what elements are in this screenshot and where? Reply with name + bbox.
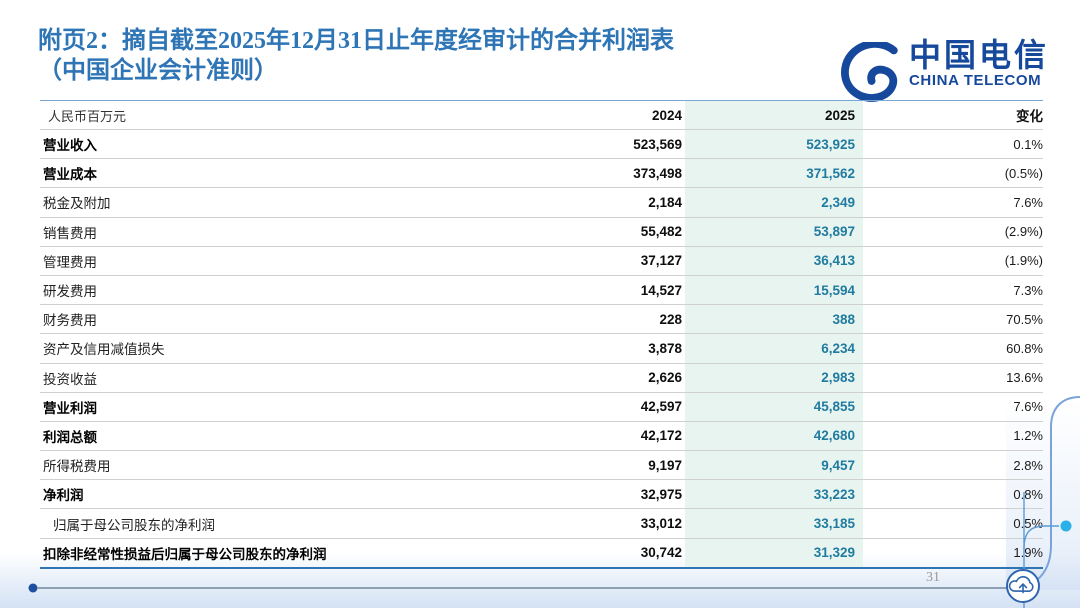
column-header-change: 变化 <box>1016 109 1043 124</box>
value-change: 0.8% <box>1013 486 1043 502</box>
value-change: 1.2% <box>1013 428 1043 444</box>
row-label: 营业成本 <box>43 167 97 183</box>
value-change: 0.1% <box>1013 136 1043 152</box>
value-change: 7.6% <box>1013 399 1043 415</box>
table-row: 研发费用 14,527 15,594 7.3% <box>40 275 1043 306</box>
value-2024: 55,482 <box>640 224 682 240</box>
value-2025: 33,185 <box>685 509 863 538</box>
value-2025: 42,680 <box>685 421 863 451</box>
value-change: 2.8% <box>1013 457 1043 473</box>
row-label: 所得税费用 <box>43 459 111 475</box>
value-2025: 9,457 <box>685 451 863 480</box>
row-label: 税金及附加 <box>43 196 111 212</box>
table-row: 资产及信用减值损失 3,878 6,234 60.8% <box>40 334 1043 364</box>
table-row: 归属于母公司股东的净利润 33,012 33,185 0.5% <box>40 509 1043 539</box>
table-row: 利润总额 42,172 42,680 1.2% <box>40 421 1043 452</box>
value-change: 0.5% <box>1013 516 1043 532</box>
logo-english-name: CHINA TELECOM <box>909 72 1042 89</box>
value-2024: 373,498 <box>633 165 682 181</box>
value-2025: 2,983 <box>685 363 863 392</box>
value-2025: 45,855 <box>685 392 863 421</box>
china-telecom-logo: 中国电信 CHINA TELECOM <box>838 38 1049 102</box>
table-row: 营业成本 373,498 371,562 (0.5%) <box>40 159 1043 189</box>
value-2024: 2,184 <box>648 194 682 210</box>
table-row: 税金及附加 2,184 2,349 7.6% <box>40 188 1043 218</box>
value-2025: 523,925 <box>685 130 863 159</box>
value-change: 1.9% <box>1013 545 1043 561</box>
logo-text: 中国电信 CHINA TELECOM <box>909 38 1049 89</box>
page-title-line2: （中国企业会计准则） <box>38 58 278 84</box>
value-change: 13.6% <box>1006 370 1043 386</box>
footer-line-dot <box>28 583 38 593</box>
row-label: 销售费用 <box>43 225 97 241</box>
row-label: 营业收入 <box>43 138 97 154</box>
value-2024: 14,527 <box>640 282 682 298</box>
logo-chinese-name: 中国电信 <box>909 37 1050 73</box>
value-change: 7.3% <box>1013 282 1043 298</box>
value-change: 60.8% <box>1006 340 1043 356</box>
value-2025: 33,223 <box>685 480 863 509</box>
value-2025: 6,234 <box>685 334 863 363</box>
table-row: 财务费用 228 388 70.5% <box>40 305 1043 335</box>
row-label: 财务费用 <box>43 313 97 329</box>
row-label: 管理费用 <box>43 254 97 270</box>
table-row: 投资收益 2,626 2,983 13.6% <box>40 363 1043 393</box>
value-2024: 42,172 <box>640 428 682 444</box>
row-label: 净利润 <box>43 488 84 504</box>
value-2024: 9,197 <box>648 457 682 473</box>
value-2024: 42,597 <box>640 399 682 415</box>
row-label: 投资收益 <box>43 371 97 387</box>
page-title: 附页2：摘自截至2025年12月31日止年度经审计的合并利润表 （中国企业会计准… <box>38 26 798 86</box>
cyan-dot <box>1060 520 1072 532</box>
value-2025: 53,897 <box>685 217 863 246</box>
value-change: (1.9%) <box>1004 253 1043 269</box>
table-row: 扣除非经常性损益后归属于母公司股东的净利润 30,742 31,329 1.9% <box>40 538 1043 567</box>
value-2024: 37,127 <box>640 253 682 269</box>
table-row: 净利润 32,975 33,223 0.8% <box>40 480 1043 510</box>
value-2025: 15,594 <box>685 275 863 305</box>
value-2025: 31,329 <box>685 538 863 567</box>
table-row: 营业收入 523,569 523,925 0.1% <box>40 130 1043 160</box>
table-row: 营业利润 42,597 45,855 7.6% <box>40 392 1043 422</box>
value-2024: 32,975 <box>640 486 682 502</box>
table-row: 所得税费用 9,197 9,457 2.8% <box>40 451 1043 481</box>
unit-label: 人民币百万元 <box>48 108 127 124</box>
value-change: 7.6% <box>1013 194 1043 210</box>
value-2025: 36,413 <box>685 246 863 275</box>
income-statement-table: 人民币百万元 2024 2025 变化 营业收入 523,569 523,925… <box>40 100 1043 569</box>
column-header-2024: 2024 <box>651 107 682 123</box>
row-label: 扣除非经常性损益后归属于母公司股东的净利润 <box>43 546 327 562</box>
row-label: 研发费用 <box>43 284 97 300</box>
value-2024: 2,626 <box>648 370 682 386</box>
value-2024: 30,742 <box>640 545 682 561</box>
page-number: 31 <box>926 570 940 585</box>
column-header-2025: 2025 <box>685 101 863 129</box>
value-change: 70.5% <box>1006 311 1043 327</box>
value-2025: 388 <box>685 305 863 334</box>
value-2024: 3,878 <box>648 340 682 356</box>
value-2025: 371,562 <box>685 159 863 188</box>
page-title-line1: 附页2：摘自截至2025年12月31日止年度经审计的合并利润表 <box>38 28 674 54</box>
value-2024: 228 <box>659 311 682 327</box>
row-label: 归属于母公司股东的净利润 <box>53 517 215 533</box>
value-change: (2.9%) <box>1004 224 1043 240</box>
value-2024: 523,569 <box>633 136 682 152</box>
row-label: 利润总额 <box>43 429 97 445</box>
table-row: 销售费用 55,482 53,897 (2.9%) <box>40 217 1043 247</box>
cloud-upload-icon <box>1006 569 1040 603</box>
row-label: 资产及信用减值损失 <box>43 342 165 358</box>
value-change: (0.5%) <box>1004 165 1043 181</box>
table-row: 管理费用 37,127 36,413 (1.9%) <box>40 246 1043 276</box>
value-2025: 2,349 <box>685 188 863 217</box>
row-label: 营业利润 <box>43 400 97 416</box>
value-2024: 33,012 <box>640 516 682 532</box>
table-header-row: 人民币百万元 2024 2025 变化 <box>40 101 1043 130</box>
table-body: 营业收入 523,569 523,925 0.1% 营业成本 373,498 3… <box>40 130 1043 567</box>
china-telecom-logo-icon <box>841 42 898 102</box>
